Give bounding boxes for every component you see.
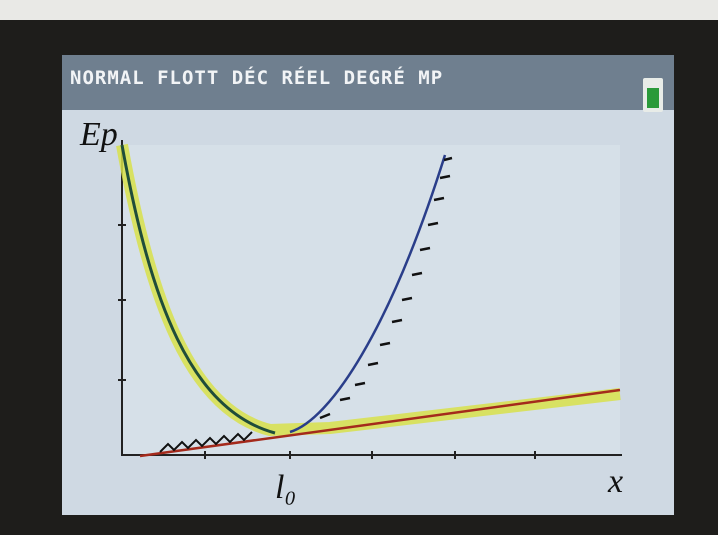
photo: NORMAL FLOTT DÉC RÉEL DEGRÉ MP Ep l₀ x <box>0 0 718 535</box>
marker-label: l₀ <box>275 469 296 506</box>
status-text: NORMAL FLOTT DÉC RÉEL DEGRÉ MP <box>70 66 443 89</box>
battery-level <box>647 88 659 108</box>
paper-edge <box>0 0 718 20</box>
y-axis-label: Ep <box>79 116 118 153</box>
x-axis-label: x <box>607 463 623 500</box>
